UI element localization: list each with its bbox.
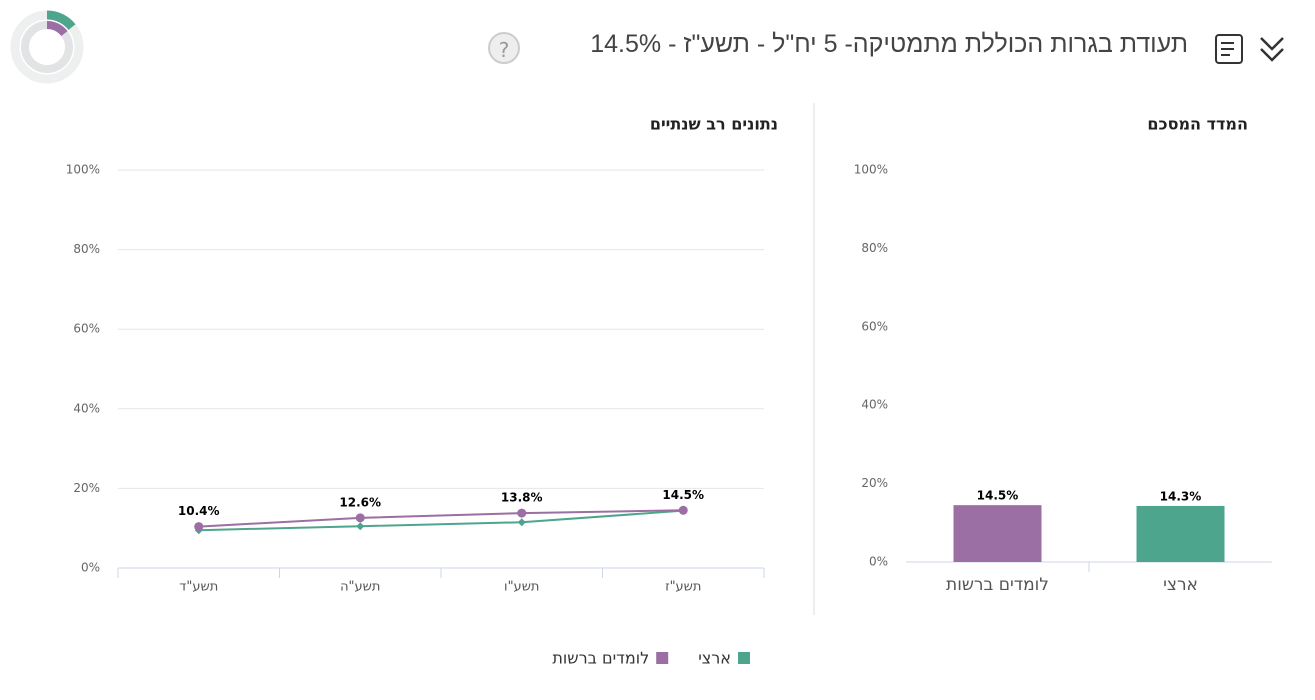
chart-title: נתונים רב שנתיים bbox=[650, 115, 778, 134]
certificate-icon bbox=[1215, 34, 1243, 64]
help-button[interactable]: ? bbox=[488, 32, 520, 64]
y-tick-label: 40% bbox=[861, 398, 888, 412]
y-tick-label: 20% bbox=[861, 476, 888, 490]
x-tick-label: לומדים ברשות bbox=[946, 575, 1049, 595]
y-tick-label: 40% bbox=[73, 401, 100, 415]
x-tick-label: תשע"ה bbox=[340, 580, 380, 595]
legend-swatch bbox=[738, 652, 750, 664]
legend-swatch bbox=[656, 652, 669, 664]
data-label: 12.6% bbox=[339, 495, 381, 509]
bar bbox=[1136, 505, 1225, 562]
series-line bbox=[198, 509, 684, 532]
series-line bbox=[198, 509, 684, 528]
chart-title: המדד המסכם bbox=[1147, 115, 1248, 134]
data-label: 13.8% bbox=[501, 491, 543, 505]
page-title: תעודת בגרות הכוללת מתמטיקה- 5 יח"ל - תשע… bbox=[590, 30, 1188, 58]
y-tick-label: 0% bbox=[869, 555, 888, 569]
point bbox=[194, 522, 204, 532]
bar bbox=[953, 505, 1042, 562]
x-tick-label: ארצי bbox=[1163, 575, 1198, 595]
gauge-arc bbox=[46, 10, 76, 31]
y-tick-label: 80% bbox=[73, 242, 100, 256]
point bbox=[517, 508, 527, 518]
data-label: 14.3% bbox=[1160, 489, 1202, 503]
point bbox=[356, 522, 365, 531]
y-tick-label: 60% bbox=[73, 322, 100, 336]
point bbox=[678, 505, 688, 515]
data-label: 14.5% bbox=[977, 489, 1019, 503]
legend-label: ארצי bbox=[698, 649, 731, 668]
legend-label: לומדים ברשות bbox=[552, 649, 649, 668]
y-tick-label: 100% bbox=[66, 163, 100, 177]
x-tick-label: תשע"ד bbox=[179, 580, 218, 595]
point bbox=[355, 513, 365, 523]
data-label: 14.5% bbox=[662, 488, 704, 502]
y-tick-label: 0% bbox=[81, 561, 100, 575]
data-label: 10.4% bbox=[178, 504, 220, 518]
x-tick-label: תשע"ז bbox=[665, 580, 701, 595]
point bbox=[517, 518, 526, 527]
y-tick-label: 60% bbox=[861, 319, 888, 333]
y-tick-label: 20% bbox=[73, 481, 100, 495]
x-tick-label: תשע"ו bbox=[504, 580, 539, 595]
y-tick-label: 100% bbox=[854, 163, 888, 177]
gauge-arc bbox=[46, 21, 68, 37]
collapse-icon[interactable] bbox=[1260, 37, 1284, 62]
y-tick-label: 80% bbox=[861, 241, 888, 255]
